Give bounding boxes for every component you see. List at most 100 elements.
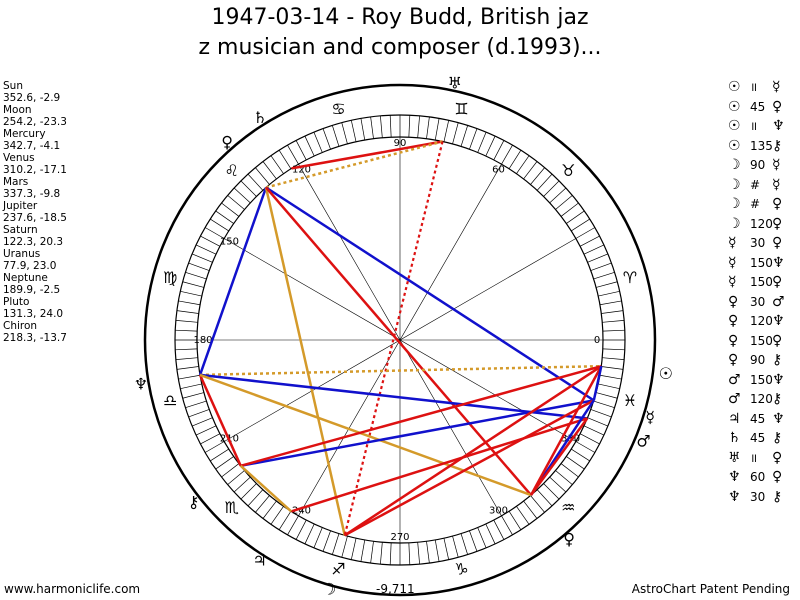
degree-tick (426, 116, 430, 139)
footer-website[interactable]: www.harmoniclife.com (4, 582, 141, 596)
degree-tick (583, 425, 605, 436)
outer-circle (143, 83, 657, 597)
degree-tick (601, 366, 624, 370)
zodiac-sign-glyph: ♎ (163, 391, 177, 410)
aspect-row: ♂ 150 ♆ (728, 371, 785, 391)
planet-name-uranus: Uranus (3, 248, 41, 260)
aspect-planet-2: ♆ (772, 371, 785, 388)
aspect-planet-1: ♃ (728, 410, 741, 427)
aspect-planet-1: ♂ (728, 371, 741, 388)
aspect-line (344, 365, 602, 537)
planet-glyph-venus: ♀ (563, 530, 575, 549)
degree-tick (227, 470, 245, 485)
degree-tick (278, 511, 292, 530)
degree-tick (501, 515, 513, 536)
aspect-line (530, 417, 589, 496)
degree-tick (452, 535, 459, 558)
aspect-row: ♀ 90 ⚷ (728, 351, 785, 371)
degree-tick (182, 281, 205, 288)
degree-tick (240, 180, 257, 197)
degree-tick (255, 495, 270, 513)
degree-tick (175, 320, 198, 323)
aspect-planet-2: ⚷ (772, 137, 783, 154)
degree-tick (477, 527, 487, 549)
degree-tick (434, 118, 440, 141)
degree-tick (602, 329, 625, 332)
degree-tick (571, 218, 590, 232)
degree-tick (350, 538, 357, 560)
aspect-line (198, 374, 242, 467)
degree-tick (543, 483, 560, 500)
aspect-type: 150 (750, 372, 773, 387)
planet-value-sun: 352.6, -2.9 (3, 92, 61, 104)
planet-name-saturn: Saturn (3, 224, 38, 236)
degree-tick (185, 272, 207, 280)
degree-tick (536, 489, 553, 507)
degree-tick (493, 519, 505, 540)
degree-tick (452, 122, 459, 145)
degree-tick (370, 116, 374, 139)
aspect-type: 150 (750, 333, 773, 348)
degree-tick (417, 542, 420, 565)
degree-tick (215, 456, 234, 470)
zodiac-sign-glyph: ♑ (454, 559, 468, 578)
aspect-planet-1: ☿ (728, 254, 737, 271)
aspect-planet-2: ⚷ (772, 488, 783, 505)
aspect-planet-1: ♀ (728, 293, 739, 310)
degree-tick (566, 456, 585, 470)
degree-tick (380, 542, 383, 565)
degree-tick (295, 140, 307, 161)
aspect-type: 135 (750, 138, 773, 153)
degree-tick (188, 262, 210, 271)
planet-glyph-neptune: ♆ (134, 375, 148, 394)
zodiac-sign-glyph: ♏ (225, 498, 239, 517)
aspect-line (290, 417, 588, 513)
aspect-planet-2: ☿ (772, 176, 781, 193)
zodiac-sign-glyph: ♒ (561, 498, 575, 517)
degree-tick (389, 115, 392, 138)
degree-tick (593, 400, 615, 408)
zodiac-sign-glyph: ♈ (623, 268, 637, 287)
aspect-planet-2: ⚷ (772, 352, 783, 368)
aspect-type: 30 (750, 236, 766, 250)
degree-tick (221, 463, 240, 478)
degree-tick (262, 161, 277, 180)
aspect-type: 45 (750, 431, 766, 445)
planet-value-neptune: 189.9, -2.5 (3, 284, 61, 296)
planet-glyph-jupiter: ♃ (252, 551, 266, 570)
aspect-planet-2: ♀ (772, 274, 783, 290)
degree-tick (178, 300, 201, 306)
degree-tick (332, 125, 340, 147)
planet-value-mercury: 342.7, -4.1 (3, 140, 61, 152)
aspect-planet-2: ♂ (772, 293, 785, 310)
aspect-type: 45 (750, 411, 766, 426)
planet-name-sun: Sun (3, 80, 23, 92)
degree-tick (579, 433, 600, 445)
aspect-row: ☉ 45 ♀ (728, 98, 785, 118)
aspect-planet-1: ☉ (728, 118, 741, 134)
degree-label: 270 (390, 532, 409, 543)
planet-value-moon: 254.2, -23.3 (3, 116, 67, 128)
aspect-line (265, 186, 595, 402)
degree-tick (417, 115, 420, 138)
aspect-planet-2: ♀ (772, 469, 783, 485)
aspect-type: 90 (750, 158, 766, 172)
planet-glyph-mercury: ☿ (645, 407, 655, 426)
degree-tick (255, 167, 270, 185)
degree-tick (598, 383, 620, 390)
degree-tick (493, 140, 505, 161)
aspect-row: ♅ ॥ ♀ (728, 449, 785, 469)
degree-tick (602, 348, 625, 351)
zodiac-sign-glyph: ♐ (331, 559, 345, 578)
aspect-planet-2: ⚷ (772, 430, 783, 446)
aspect-type: 30 (750, 489, 766, 504)
degree-tick (460, 125, 468, 147)
aspect-row: ♂ 120 ⚷ (728, 390, 785, 410)
degree-tick (549, 476, 567, 493)
degree-tick (380, 115, 383, 138)
degree-tick (575, 227, 596, 239)
aspect-row: ☿ 150 ♆ (728, 254, 785, 274)
aspect-planet-1: ♀ (728, 332, 739, 349)
house-spoke (224, 238, 576, 442)
aspect-row: ♀ 150 ♀ (728, 332, 785, 352)
